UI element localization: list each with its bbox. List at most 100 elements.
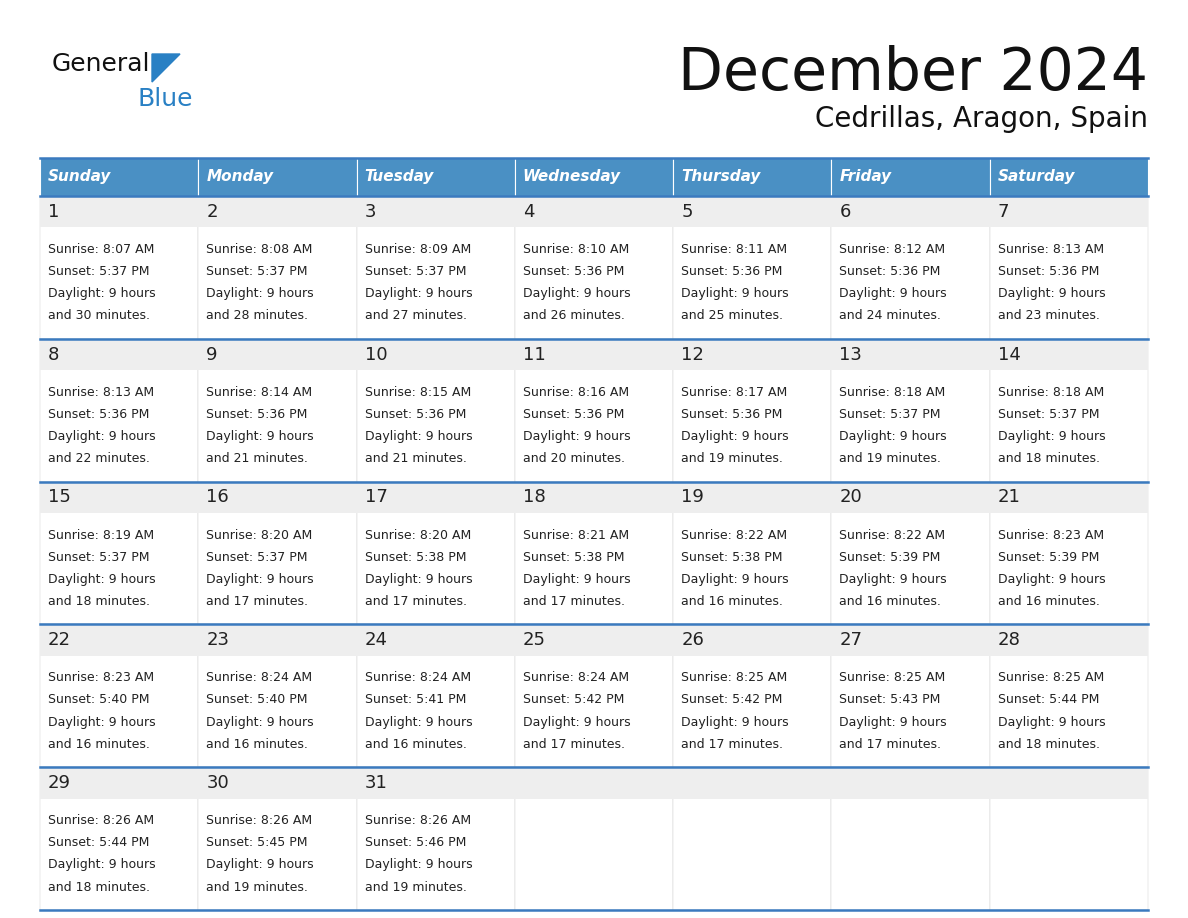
Text: Sunset: 5:42 PM: Sunset: 5:42 PM [681, 693, 783, 707]
Bar [198, 196, 356, 339]
Bar [990, 482, 1148, 513]
Text: Sunset: 5:44 PM: Sunset: 5:44 PM [998, 693, 1099, 707]
Text: Sunset: 5:40 PM: Sunset: 5:40 PM [48, 693, 150, 707]
Text: Sunset: 5:40 PM: Sunset: 5:40 PM [207, 693, 308, 707]
Bar [514, 624, 674, 767]
Text: Sunrise: 8:16 AM: Sunrise: 8:16 AM [523, 386, 628, 398]
Bar [356, 339, 514, 482]
Text: Daylight: 9 hours: Daylight: 9 hours [998, 715, 1105, 729]
Text: Sunset: 5:38 PM: Sunset: 5:38 PM [523, 551, 625, 564]
Text: Sunrise: 8:26 AM: Sunrise: 8:26 AM [48, 814, 154, 827]
Text: Daylight: 9 hours: Daylight: 9 hours [998, 430, 1105, 443]
Bar [356, 196, 514, 339]
Text: 4: 4 [523, 203, 535, 220]
Text: Daylight: 9 hours: Daylight: 9 hours [840, 287, 947, 300]
Text: and 30 minutes.: and 30 minutes. [48, 309, 150, 322]
Text: and 16 minutes.: and 16 minutes. [207, 738, 308, 751]
Text: Sunrise: 8:24 AM: Sunrise: 8:24 AM [365, 671, 470, 684]
Text: 2: 2 [207, 203, 217, 220]
Bar [674, 624, 832, 767]
Text: 24: 24 [365, 631, 387, 649]
Bar [990, 196, 1148, 339]
Bar [990, 767, 1148, 910]
Text: Monday: Monday [207, 170, 273, 185]
Text: and 19 minutes.: and 19 minutes. [365, 880, 467, 893]
Text: and 18 minutes.: and 18 minutes. [998, 452, 1100, 465]
Text: 5: 5 [681, 203, 693, 220]
Text: and 27 minutes.: and 27 minutes. [365, 309, 467, 322]
Bar [832, 624, 990, 767]
Bar [40, 767, 198, 910]
Text: Wednesday: Wednesday [523, 170, 621, 185]
Bar [514, 767, 674, 799]
Bar [356, 767, 514, 799]
Text: 25: 25 [523, 631, 545, 649]
Text: 20: 20 [840, 488, 862, 507]
Text: Sunrise: 8:07 AM: Sunrise: 8:07 AM [48, 243, 154, 256]
Text: 11: 11 [523, 345, 545, 364]
Bar [40, 339, 198, 370]
Bar [514, 196, 674, 339]
Text: Sunset: 5:37 PM: Sunset: 5:37 PM [48, 265, 150, 278]
Bar [198, 482, 356, 624]
Text: Sunset: 5:36 PM: Sunset: 5:36 PM [840, 265, 941, 278]
Text: 9: 9 [207, 345, 217, 364]
Text: Sunrise: 8:23 AM: Sunrise: 8:23 AM [998, 529, 1104, 542]
Text: Sunrise: 8:25 AM: Sunrise: 8:25 AM [998, 671, 1104, 684]
Text: Sunset: 5:39 PM: Sunset: 5:39 PM [998, 551, 1099, 564]
Text: Sunrise: 8:08 AM: Sunrise: 8:08 AM [207, 243, 312, 256]
Bar [198, 767, 356, 799]
Text: and 22 minutes.: and 22 minutes. [48, 452, 150, 465]
Text: 3: 3 [365, 203, 377, 220]
Text: and 17 minutes.: and 17 minutes. [365, 595, 467, 608]
Text: Daylight: 9 hours: Daylight: 9 hours [365, 858, 472, 871]
Bar [832, 482, 990, 624]
Text: Sunset: 5:36 PM: Sunset: 5:36 PM [681, 265, 783, 278]
Text: Daylight: 9 hours: Daylight: 9 hours [681, 287, 789, 300]
Bar [356, 196, 514, 228]
Bar [832, 482, 990, 513]
Text: Sunset: 5:38 PM: Sunset: 5:38 PM [365, 551, 466, 564]
Bar [514, 339, 674, 370]
Text: Daylight: 9 hours: Daylight: 9 hours [523, 573, 631, 586]
Text: Sunrise: 8:20 AM: Sunrise: 8:20 AM [207, 529, 312, 542]
Text: Sunset: 5:39 PM: Sunset: 5:39 PM [840, 551, 941, 564]
Text: Sunset: 5:37 PM: Sunset: 5:37 PM [998, 408, 1099, 420]
Text: Sunrise: 8:26 AM: Sunrise: 8:26 AM [365, 814, 470, 827]
Text: and 21 minutes.: and 21 minutes. [207, 452, 308, 465]
Text: 22: 22 [48, 631, 71, 649]
Text: 8: 8 [48, 345, 59, 364]
Text: Sunset: 5:42 PM: Sunset: 5:42 PM [523, 693, 624, 707]
Text: and 21 minutes.: and 21 minutes. [365, 452, 467, 465]
Text: Sunrise: 8:22 AM: Sunrise: 8:22 AM [840, 529, 946, 542]
Text: Sunset: 5:45 PM: Sunset: 5:45 PM [207, 836, 308, 849]
Bar [514, 196, 674, 228]
Text: and 19 minutes.: and 19 minutes. [681, 452, 783, 465]
Text: Sunset: 5:41 PM: Sunset: 5:41 PM [365, 693, 466, 707]
Bar [832, 339, 990, 370]
Bar [832, 158, 990, 196]
Text: 28: 28 [998, 631, 1020, 649]
Bar [990, 624, 1148, 655]
Text: 27: 27 [840, 631, 862, 649]
Bar [40, 196, 198, 339]
Text: Sunset: 5:37 PM: Sunset: 5:37 PM [207, 551, 308, 564]
Bar [356, 624, 514, 767]
Text: Daylight: 9 hours: Daylight: 9 hours [207, 573, 314, 586]
Bar [832, 767, 990, 910]
Bar [198, 624, 356, 767]
Text: Daylight: 9 hours: Daylight: 9 hours [48, 430, 156, 443]
Text: Sunrise: 8:13 AM: Sunrise: 8:13 AM [998, 243, 1104, 256]
Bar [514, 767, 674, 910]
Text: December 2024: December 2024 [678, 45, 1148, 102]
Bar [990, 767, 1148, 799]
Bar [832, 767, 990, 799]
Text: Sunrise: 8:25 AM: Sunrise: 8:25 AM [840, 671, 946, 684]
Text: Daylight: 9 hours: Daylight: 9 hours [998, 573, 1105, 586]
Bar [514, 482, 674, 624]
Text: 26: 26 [681, 631, 704, 649]
Text: Daylight: 9 hours: Daylight: 9 hours [998, 287, 1105, 300]
Text: 10: 10 [365, 345, 387, 364]
Text: and 26 minutes.: and 26 minutes. [523, 309, 625, 322]
Bar [356, 767, 514, 910]
